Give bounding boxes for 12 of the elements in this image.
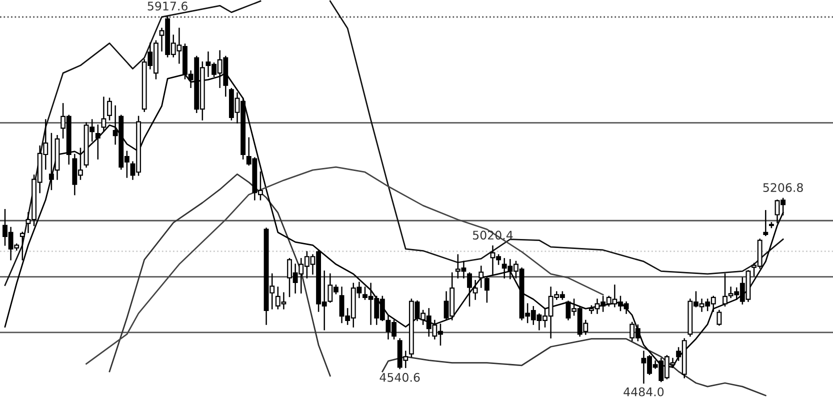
candlestick — [763, 210, 768, 236]
candlestick — [722, 273, 728, 307]
candlestick — [107, 98, 112, 120]
candlestick — [101, 96, 106, 132]
candlestick — [48, 132, 54, 190]
candlestick — [716, 310, 722, 326]
annotation: 5917.6 — [148, 2, 188, 11]
candlestick — [95, 124, 100, 160]
candlestick — [20, 232, 25, 260]
annotation: 4540.6 — [380, 372, 420, 382]
annotation: 4484.0 — [624, 387, 664, 396]
annotation: 5206.8 — [763, 183, 803, 192]
